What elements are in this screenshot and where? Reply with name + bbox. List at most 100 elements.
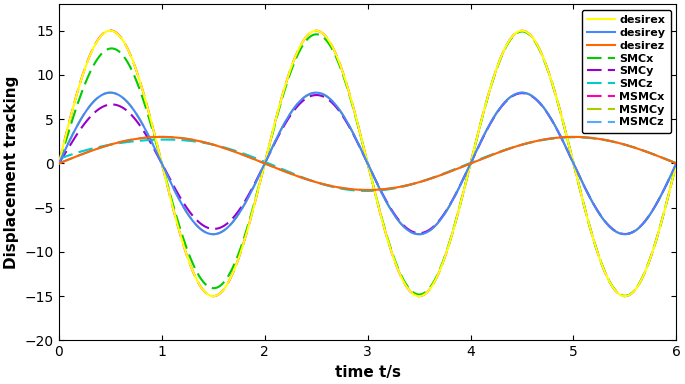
desirey xyxy=(86,103,95,108)
MSMCx xyxy=(339,72,347,76)
MSMCx xyxy=(55,161,63,166)
desirex xyxy=(655,229,663,234)
SMCx xyxy=(86,70,95,74)
SMCx xyxy=(672,161,680,166)
desirex xyxy=(86,52,95,57)
Line: MSMCz: MSMCz xyxy=(59,137,676,190)
MSMCx xyxy=(655,229,663,234)
SMCx xyxy=(355,128,363,132)
desirex xyxy=(542,62,550,66)
SMCy xyxy=(541,108,549,113)
desirey xyxy=(356,144,364,148)
Line: SMCy: SMCy xyxy=(59,93,676,234)
SMCz xyxy=(55,157,63,161)
MSMCz xyxy=(672,161,680,166)
desirez xyxy=(55,161,63,166)
MSMCy xyxy=(339,113,347,118)
Line: SMCz: SMCz xyxy=(59,137,676,191)
SMCy xyxy=(518,91,526,96)
MSMCz xyxy=(158,134,166,139)
desirex xyxy=(356,128,364,133)
SMCx xyxy=(655,229,663,233)
Line: desirey: desirey xyxy=(59,93,676,234)
Line: MSMCy: MSMCy xyxy=(59,93,676,234)
desirez xyxy=(364,188,372,192)
SMCz xyxy=(655,154,663,159)
desirey xyxy=(672,161,680,166)
MSMCz xyxy=(655,154,663,159)
MSMCy xyxy=(356,144,364,149)
MSMCz xyxy=(356,187,364,192)
MSMCy xyxy=(209,232,217,237)
MSMCy xyxy=(55,161,63,166)
desirez xyxy=(338,186,347,190)
MSMCy xyxy=(542,108,550,113)
MSMCz xyxy=(363,188,371,192)
MSMCx xyxy=(209,294,217,298)
MSMCy xyxy=(672,161,680,166)
desirey xyxy=(542,108,550,113)
desirex xyxy=(339,71,347,75)
MSMCx xyxy=(106,28,114,33)
SMCz xyxy=(541,137,549,142)
SMCy xyxy=(355,144,363,148)
SMCx xyxy=(655,228,663,232)
SMCx xyxy=(55,161,63,166)
MSMCz xyxy=(339,186,347,190)
SMCy xyxy=(655,197,663,202)
MSMCx xyxy=(655,228,663,233)
desirey xyxy=(655,197,663,202)
SMCx xyxy=(518,29,526,34)
MSMCx xyxy=(542,62,550,66)
MSMCx xyxy=(356,129,364,134)
desirey xyxy=(312,90,321,95)
SMCx xyxy=(338,72,347,76)
Line: desirez: desirez xyxy=(59,137,676,190)
MSMCz xyxy=(55,161,63,166)
desirez xyxy=(86,149,95,154)
SMCy xyxy=(672,161,680,166)
Y-axis label: Displacement tracking: Displacement tracking xyxy=(4,76,19,269)
MSMCy xyxy=(86,103,95,108)
SMCy xyxy=(338,114,347,118)
desirey xyxy=(415,232,423,237)
desirey xyxy=(55,161,63,166)
SMCz xyxy=(355,189,363,193)
Line: SMCx: SMCx xyxy=(59,31,676,296)
SMCz xyxy=(570,135,578,139)
MSMCx xyxy=(672,161,680,166)
SMCz xyxy=(655,154,663,159)
SMCx xyxy=(621,293,629,298)
SMCy xyxy=(55,161,63,166)
desirex xyxy=(55,161,63,166)
SMCz xyxy=(338,187,347,191)
SMCy xyxy=(86,114,95,119)
desirez xyxy=(541,137,549,142)
desirey xyxy=(655,197,663,202)
Line: MSMCx: MSMCx xyxy=(59,30,676,296)
desirex xyxy=(672,161,680,166)
desirex xyxy=(312,28,321,33)
desirex xyxy=(415,294,423,298)
SMCz xyxy=(86,147,95,151)
MSMCz xyxy=(542,137,550,142)
MSMCz xyxy=(655,154,663,159)
SMCz xyxy=(363,189,371,193)
MSMCz xyxy=(86,149,95,153)
MSMCy xyxy=(655,197,663,202)
SMCx xyxy=(541,61,549,66)
X-axis label: time t/s: time t/s xyxy=(334,365,401,380)
SMCy xyxy=(621,232,629,236)
desirez xyxy=(672,161,680,166)
SMCz xyxy=(672,161,680,166)
Legend: desirex, desirey, desirez, SMCx, SMCy, SMCz, MSMCx, MSMCy, MSMCz: desirex, desirey, desirez, SMCx, SMCy, S… xyxy=(582,10,671,133)
MSMCy xyxy=(655,197,663,202)
desirex xyxy=(655,228,663,233)
Line: desirex: desirex xyxy=(59,31,676,296)
MSMCy xyxy=(106,90,114,95)
desirey xyxy=(339,113,347,118)
desirez xyxy=(569,135,577,139)
MSMCx xyxy=(86,52,95,56)
desirez xyxy=(655,154,663,159)
desirez xyxy=(355,187,363,192)
